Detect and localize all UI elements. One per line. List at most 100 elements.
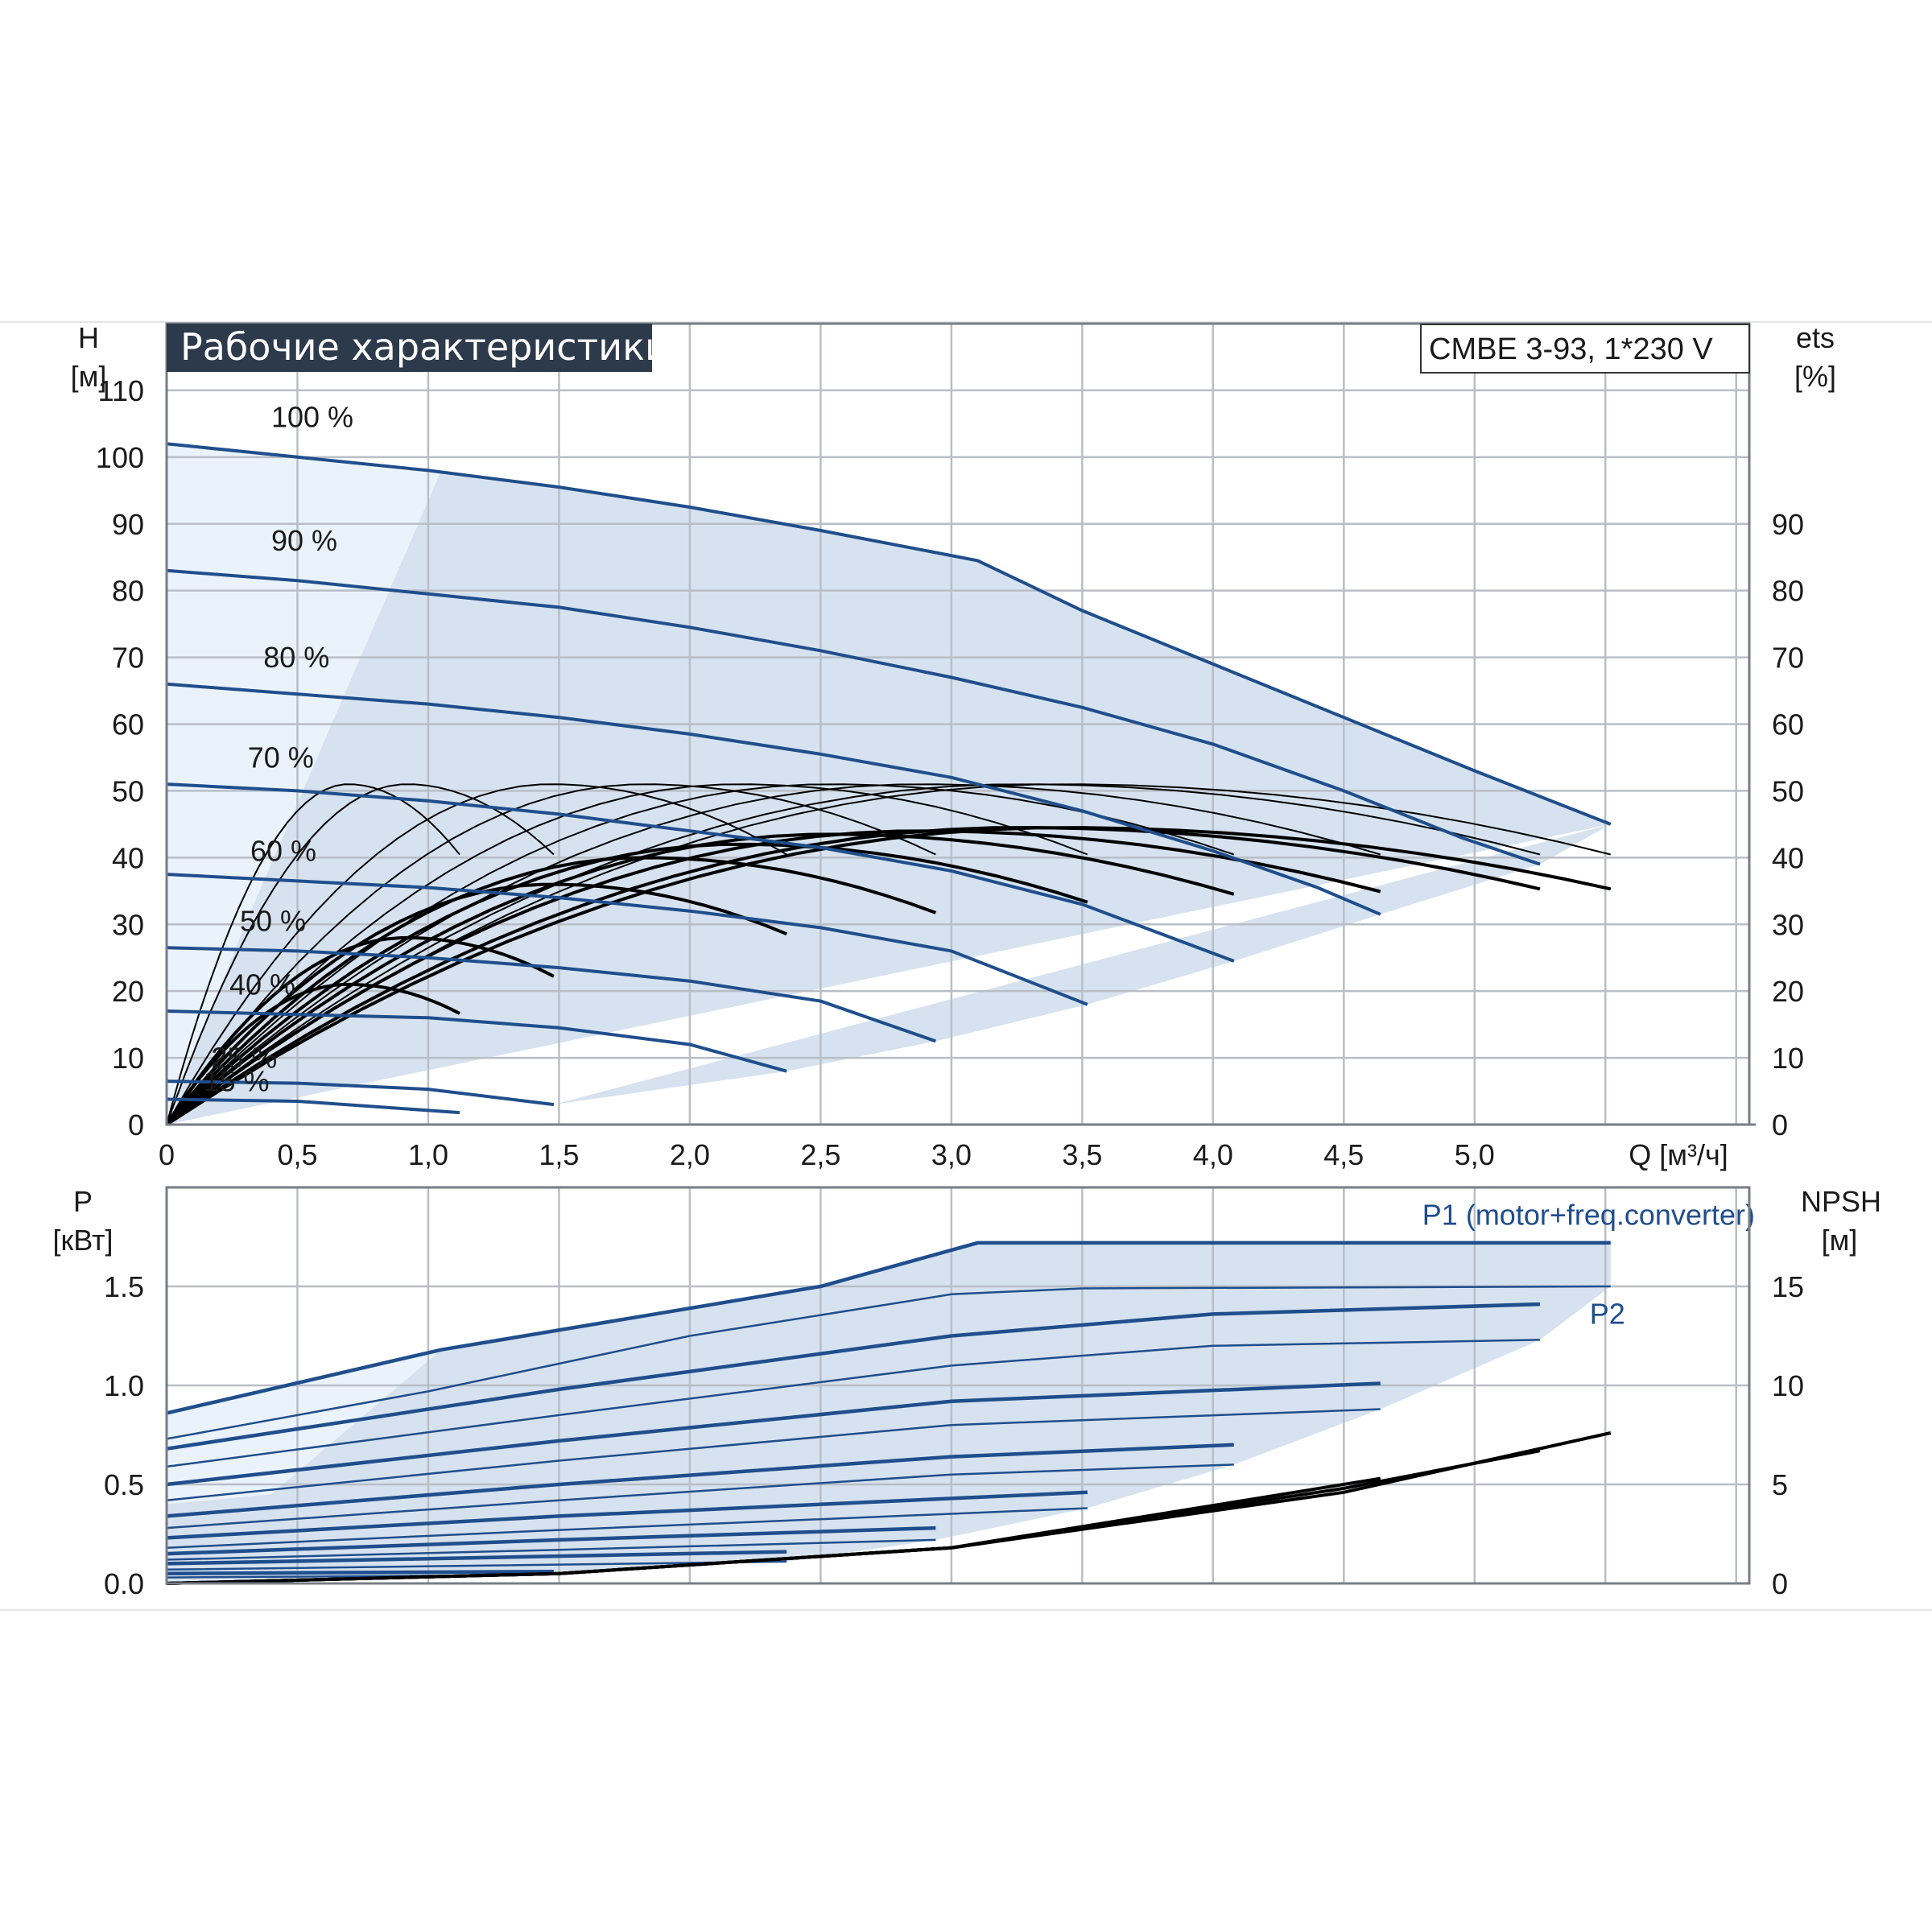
power-curve [166, 1381, 1381, 1487]
head-label-15: 15 % [203, 1065, 269, 1098]
power-curve [166, 1463, 1234, 1530]
npsh-curve [166, 1431, 1612, 1585]
head-low-flow-area [167, 444, 442, 1125]
efficiency-curve [166, 783, 1541, 1125]
efficiency-curve [165, 842, 1088, 1126]
power-panel: P1 (motor+freq.converter) P2 0.0 0.5 1.0 1.5 0… [52, 1185, 1881, 1600]
power-axis-unit-left: [кВт] [52, 1224, 113, 1257]
x-tick-label: 1,0 [408, 1138, 448, 1171]
head-label-70: 70 % [248, 741, 314, 774]
head-label-80: 80 % [263, 641, 329, 674]
head-label-40: 40 % [229, 968, 295, 1001]
head-curve-40 [166, 1009, 787, 1073]
y-tick-left: 30 [112, 908, 144, 941]
head-label-25: 25 % [211, 1042, 277, 1075]
power-operating-area [167, 1242, 1611, 1583]
y-tick-right: 70 [1772, 642, 1804, 675]
power-curve [166, 1550, 787, 1566]
x-tick-label: 0,5 [277, 1138, 317, 1171]
chart-title: Рабочие характеристики [180, 325, 669, 369]
power-curve-p1-motor-freq-converter [166, 1241, 1611, 1415]
y-tick-left: 50 [112, 774, 144, 807]
y-axis-unit-left: [м] [71, 360, 107, 393]
y-tick-left: 80 [112, 575, 144, 608]
y-tick-left: 10 [112, 1042, 144, 1075]
power-curve [166, 1302, 1541, 1451]
model-box [1420, 324, 1750, 374]
power-y-tick-left: 1.0 [104, 1369, 144, 1402]
power-curve [166, 1569, 554, 1575]
y-axis-unit-right: [%] [1794, 360, 1836, 393]
y-tick-left: 70 [112, 642, 144, 675]
y-tick-right: 90 [1772, 508, 1804, 541]
head-panel: 100 % 90 % 80 % 70 % 60 % 50 % 40 % 25 %15 % 0 0,… [71, 321, 1836, 1171]
head-curve-90 [166, 568, 1541, 866]
efficiency-curve [165, 882, 787, 1126]
y-tick-right: 0 [1772, 1108, 1788, 1141]
y-tick-left: 0 [128, 1108, 144, 1141]
efficiency-curve [166, 783, 1235, 1125]
power-y-tick-left: 1.5 [104, 1270, 144, 1303]
power-curve [166, 1339, 1541, 1468]
power-y-tick-right: 0 [1772, 1567, 1788, 1600]
y-axis-name-left: H [78, 321, 99, 354]
power-y-tick-left: 0.5 [104, 1468, 144, 1501]
y-tick-left: 100 [96, 441, 144, 474]
x-tick-label: 2,5 [800, 1138, 840, 1171]
head-label-100: 100 % [271, 401, 353, 434]
y-tick-right: 30 [1772, 908, 1804, 941]
x-tick-label: 4,0 [1193, 1138, 1233, 1171]
efficiency-curve [165, 826, 1612, 1126]
head-label-60: 60 % [250, 834, 316, 867]
efficiency-curve [165, 826, 1541, 1126]
head-curve-100 [166, 442, 1612, 826]
y-tick-left: 40 [112, 841, 144, 874]
x-tick-label: 2,0 [670, 1138, 710, 1171]
head-frame [165, 322, 1751, 1126]
power-curve-p2 [166, 1285, 1611, 1440]
head-curve-50 [166, 946, 937, 1043]
power-axis-name-left: P [73, 1185, 93, 1218]
head-curve-70 [166, 782, 1235, 963]
x-tick-label: 1,5 [539, 1138, 579, 1171]
power-curve [166, 1408, 1381, 1501]
model-label: CMBE 3-93, 1*230 V [1429, 332, 1713, 366]
p1-label: P1 (motor+freq.converter) [1422, 1198, 1755, 1231]
power-frame [165, 1186, 1751, 1585]
power-y-tick-left: 0.0 [104, 1567, 144, 1600]
y-tick-left: 20 [112, 975, 144, 1008]
p2-label: P2 [1590, 1297, 1625, 1330]
efficiency-curve [166, 783, 460, 1125]
power-curve [166, 1443, 1234, 1518]
y-tick-right: 20 [1772, 975, 1804, 1008]
efficiency-curve [165, 829, 1381, 1126]
power-curve [166, 1560, 787, 1571]
head-curve-80 [166, 682, 1381, 916]
y-tick-right: 50 [1772, 774, 1804, 807]
efficiency-curve [166, 783, 1088, 1125]
y-tick-left: 110 [98, 374, 144, 407]
power-y-tick-right: 15 [1772, 1270, 1804, 1303]
y-axis-name-right: ets [1796, 321, 1835, 354]
power-y-tick-right: 10 [1772, 1369, 1804, 1402]
power-axis-name-right: NPSH [1801, 1185, 1881, 1218]
head-curve-25 [166, 1080, 555, 1107]
y-tick-left: 60 [112, 708, 144, 741]
x-tick-label: 5,0 [1455, 1138, 1495, 1171]
power-curve [166, 1538, 936, 1561]
power-curve [166, 1507, 1088, 1549]
power-curve [166, 1490, 1088, 1540]
x-tick-label: 3,0 [931, 1138, 972, 1171]
head-curve-60 [166, 873, 1088, 1006]
y-tick-right: 80 [1772, 575, 1804, 608]
efficiency-curve [165, 982, 460, 1126]
efficiency-curve [166, 783, 787, 1125]
title-banner [167, 324, 652, 372]
head-label-90: 90 % [271, 524, 337, 557]
power-y-tick-right: 5 [1772, 1468, 1788, 1501]
y-tick-right: 40 [1772, 841, 1804, 874]
power-axis-unit-right: [м] [1822, 1224, 1858, 1257]
head-label-50: 50 % [240, 905, 306, 938]
x-tick-label: 0 [159, 1138, 175, 1171]
